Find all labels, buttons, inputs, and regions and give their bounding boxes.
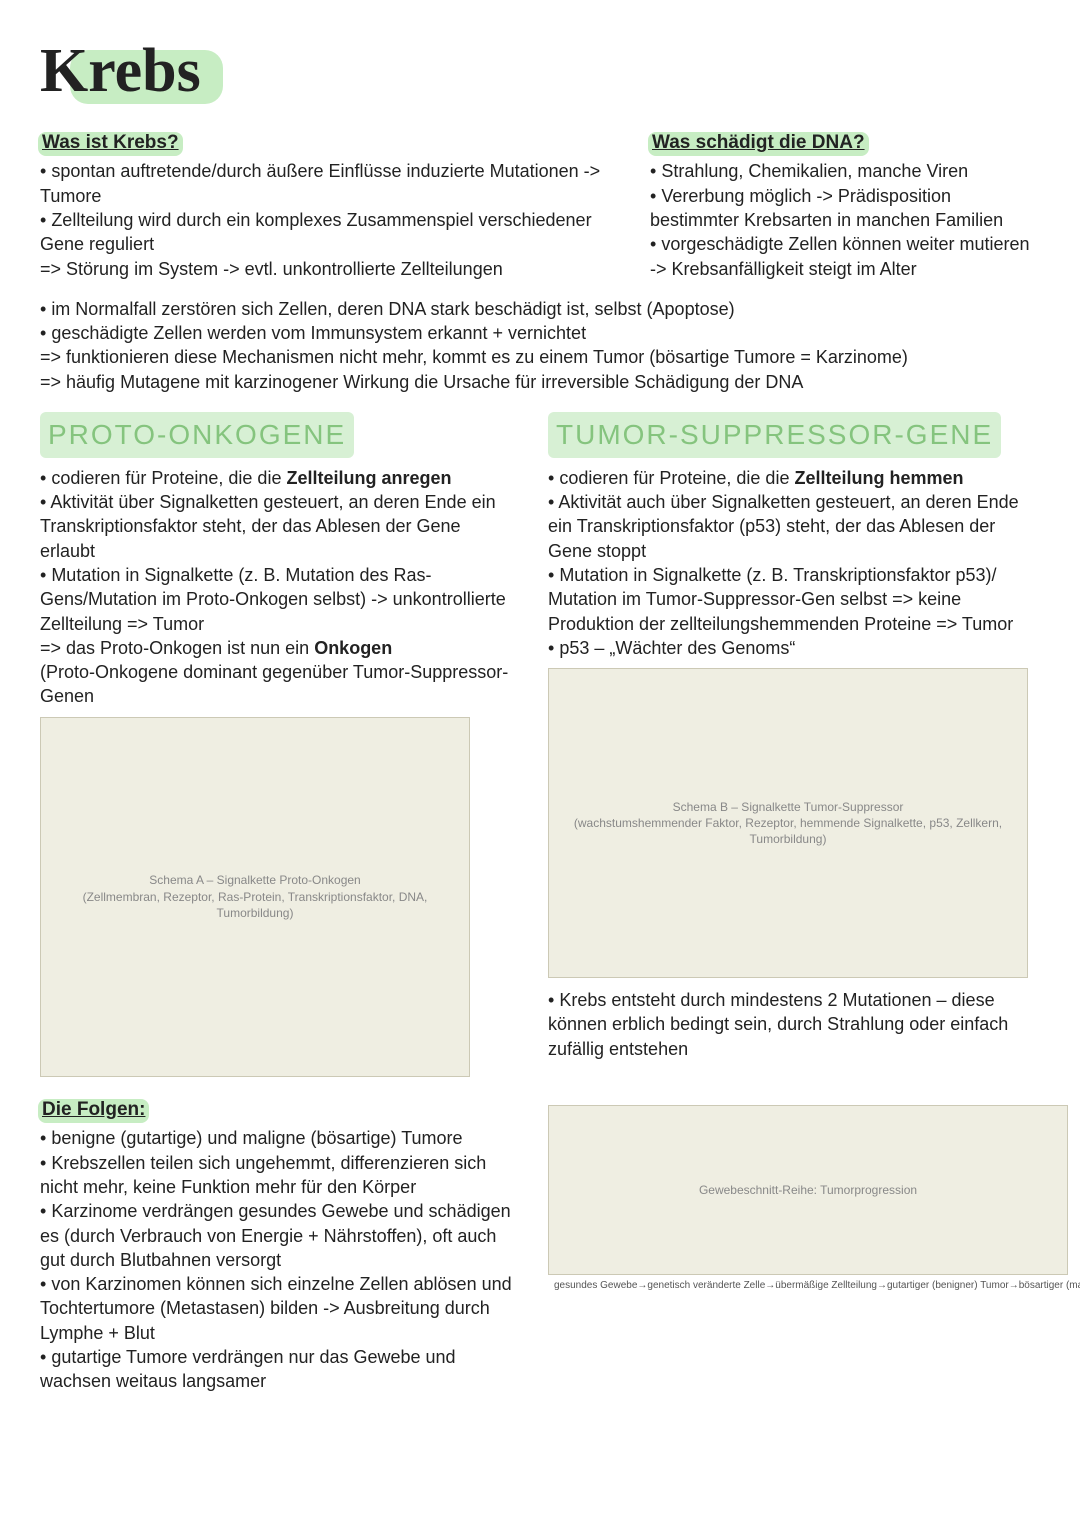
heading-folgen: Die Folgen: [40, 1097, 147, 1123]
dna-schaden-list: Strahlung, Chemikalien, manche Viren Ver… [650, 159, 1040, 280]
list-item: benigne (gutartige) und maligne (bösarti… [40, 1126, 520, 1150]
arrow-icon: → [637, 1279, 647, 1293]
diagram-caption: Gewebeschnitt-Reihe: Tumorprogression [699, 1182, 917, 1198]
arrow-line: => Störung im System -> evtl. unkontroll… [40, 257, 620, 281]
heading-text: Die Folgen: [42, 1099, 145, 1120]
page-title: Krebs [40, 30, 217, 114]
diagram-tumor-suppressor: Schema B – Signalkette Tumor-Suppressor(… [548, 668, 1028, 978]
ts-list: codieren für Proteine, die die Zellteilu… [548, 466, 1040, 660]
tumor-suppressor-col: TUMOR-SUPPRESSOR-GENE codieren für Prote… [548, 394, 1040, 1061]
list-item: im Normalfall zerstören sich Zellen, der… [40, 297, 1040, 321]
list-item: Strahlung, Chemikalien, manche Viren [650, 159, 1040, 183]
list-item: Mutation in Signalkette (z. B. Mutation … [40, 563, 520, 636]
list-item: geschädigte Zellen werden vom Immunsyste… [40, 321, 1040, 345]
arrow-line: => häufig Mutagene mit karzinogener Wirk… [40, 370, 1040, 394]
list-item: vorgeschädigte Zellen können weiter muti… [650, 232, 1040, 281]
arrow-icon: → [1009, 1279, 1019, 1293]
arrow-icon: → [877, 1279, 887, 1293]
folgen-list: benigne (gutartige) und maligne (bösarti… [40, 1126, 520, 1393]
diagram-caption: Schema B – Signalkette Tumor-Suppressor(… [555, 799, 1021, 848]
bottom-row: Die Folgen: benigne (gutartige) und mali… [40, 1091, 1040, 1394]
list-item: von Karzinomen können sich einzelne Zell… [40, 1272, 520, 1345]
arrow-line: => funktionieren diese Mechanismen nicht… [40, 345, 1040, 369]
list-item: codieren für Proteine, die die Zellteilu… [40, 466, 520, 490]
progression-captions: gesundes Gewebe → genetisch veränderte Z… [548, 1275, 1080, 1293]
list-item: Aktivität auch über Signalketten gesteue… [548, 490, 1040, 563]
stage-label: gutartiger (benigner) Tumor [887, 1279, 1009, 1293]
heading-was-ist-krebs: Was ist Krebs? [40, 130, 181, 156]
list-item: p53 – „Wächter des Genoms“ [548, 636, 1040, 660]
text: => das Proto-Onkogen ist nun ein [40, 638, 314, 658]
list-item: Zellteilung wird durch ein komplexes Zus… [40, 208, 620, 257]
bold-text: Zellteilung anregen [286, 468, 451, 488]
folgen-col: Die Folgen: benigne (gutartige) und mali… [40, 1091, 520, 1394]
list-item: Karzinome verdrängen gesundes Gewebe und… [40, 1199, 520, 1272]
was-ist-krebs-list: spontan auftretende/durch äußere Einflüs… [40, 159, 620, 256]
list-item: gutartige Tumore verdrängen nur das Gewe… [40, 1345, 520, 1394]
proto-onkogene-col: PROTO-ONKOGENE codieren für Proteine, di… [40, 394, 520, 1077]
bold-text: Zellteilung hemmen [794, 468, 963, 488]
apoptose-list: im Normalfall zerstören sich Zellen, der… [40, 297, 1040, 346]
arrow-line: => das Proto-Onkogen ist nun ein Onkogen [40, 636, 520, 660]
diagram-proto-onkogene: Schema A – Signalkette Proto-Onkogen(Zel… [40, 717, 470, 1077]
list-item: Krebszellen teilen sich ungehemmt, diffe… [40, 1151, 520, 1200]
list-item: spontan auftretende/durch äußere Einflüs… [40, 159, 620, 208]
list-item: Aktivität über Signalketten gesteuert, a… [40, 490, 520, 563]
proto-list: codieren für Proteine, die die Zellteilu… [40, 466, 520, 636]
text-line: (Proto-Onkogene dominant gegenüber Tumor… [40, 660, 520, 709]
stage-label: genetisch veränderte Zelle [647, 1279, 765, 1293]
text: codieren für Proteine, die die [559, 468, 794, 488]
diagram-tumor-progression: Gewebeschnitt-Reihe: Tumorprogression [548, 1105, 1068, 1275]
list-item: Mutation in Signalkette (z. B. Transkrip… [548, 563, 1040, 636]
text: codieren für Proteine, die die [51, 468, 286, 488]
diagram-caption: Schema A – Signalkette Proto-Onkogen(Zel… [47, 872, 463, 921]
arrow-icon: → [765, 1279, 775, 1293]
ts-note-list: Krebs entsteht durch mindestens 2 Mutati… [548, 988, 1040, 1061]
heading-tumor-suppressor: TUMOR-SUPPRESSOR-GENE [548, 412, 1001, 458]
heading-proto-onkogene: PROTO-ONKOGENE [40, 412, 354, 458]
stage-label: gesundes Gewebe [554, 1279, 637, 1293]
bold-text: Onkogen [314, 638, 392, 658]
list-item: Krebs entsteht durch mindestens 2 Mutati… [548, 988, 1040, 1061]
heading-text: Was schädigt die DNA? [652, 132, 865, 153]
apoptose-block: im Normalfall zerstören sich Zellen, der… [40, 297, 1040, 394]
gene-columns: PROTO-ONKOGENE codieren für Proteine, di… [40, 394, 1040, 1077]
list-item: Vererbung möglich -> Prädisposition best… [650, 184, 1040, 233]
stage-label: bösartiger (maligner) Tumor [1019, 1279, 1080, 1293]
progression-col: Gewebeschnitt-Reihe: Tumorprogression ge… [548, 1091, 1080, 1293]
stage-label: übermäßige Zellteilung [775, 1279, 877, 1293]
intro-row: Was ist Krebs? spontan auftretende/durch… [40, 124, 1040, 281]
title-text: Krebs [40, 37, 201, 105]
heading-was-schaedigt-dna: Was schädigt die DNA? [650, 130, 867, 156]
heading-text: Was ist Krebs? [42, 132, 179, 153]
list-item: codieren für Proteine, die die Zellteilu… [548, 466, 1040, 490]
